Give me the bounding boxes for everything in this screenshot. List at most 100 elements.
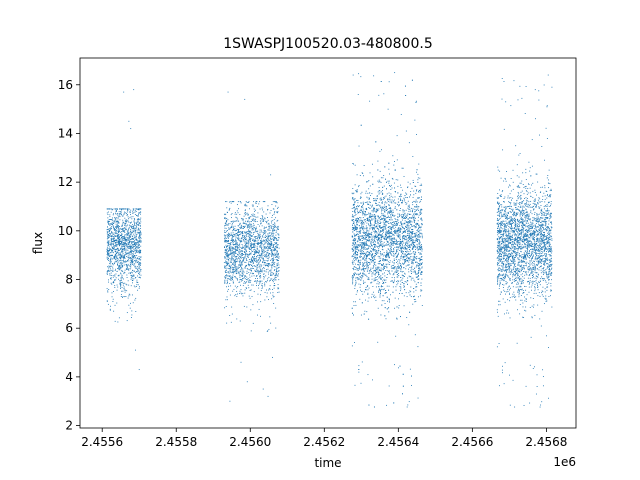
data-point [136,208,138,210]
data-point [390,216,392,218]
data-point [258,252,260,254]
data-point [114,274,116,276]
data-point [231,258,233,260]
data-point [253,246,255,248]
data-point [409,290,411,292]
data-point [248,241,250,243]
data-point [360,193,362,195]
data-point [134,248,136,249]
data-point [238,254,240,256]
data-point [372,228,374,229]
data-point [412,241,414,243]
data-point [121,214,123,216]
data-point [383,241,385,243]
data-point [249,274,251,276]
data-point [114,255,116,257]
data-point [240,228,242,229]
data-point [225,237,227,239]
data-point [403,223,405,225]
data-point [133,243,135,245]
data-point [389,241,391,243]
data-point [377,255,379,257]
data-point [233,234,235,236]
data-point [399,247,401,249]
data-point [386,267,388,269]
data-point [242,275,244,277]
data-point [248,239,250,241]
data-point [119,244,121,246]
data-point [227,253,229,255]
data-point [122,243,124,245]
data-point [132,208,134,210]
data-point [114,219,116,221]
data-point [397,223,398,225]
data-point [107,266,108,268]
data-point [234,276,236,278]
data-point [261,285,263,287]
data-point [245,238,247,240]
data-point [241,267,243,269]
data-point [121,255,123,257]
data-point [390,266,392,268]
data-point [248,259,250,260]
data-point [226,217,228,219]
data-point [407,227,409,229]
data-point [352,227,354,228]
data-point [257,236,259,238]
data-point [257,259,259,261]
data-point [133,263,135,265]
data-point [127,254,129,256]
data-point [225,244,227,246]
data-point [115,218,117,219]
data-point [393,263,395,265]
data-point [242,245,244,247]
data-point [383,246,385,247]
data-point [121,265,123,267]
data-point [119,226,121,227]
data-point [233,252,235,253]
data-point [232,241,234,243]
data-point [126,253,128,255]
data-point [106,272,108,274]
data-point [231,217,232,219]
data-point [231,249,233,251]
data-point [230,250,232,251]
data-point [243,305,245,307]
data-point [229,246,231,248]
data-point [384,211,386,212]
data-point [255,266,257,268]
data-point [248,261,250,263]
data-point [223,213,225,215]
data-point [227,236,229,238]
data-point [247,226,249,228]
data-point [115,251,116,253]
data-point [389,197,391,199]
data-point [398,305,400,306]
data-point [356,228,358,230]
data-point [262,270,264,272]
data-point [228,272,230,274]
data-point [118,213,120,214]
data-point [256,263,258,265]
data-point [227,240,229,242]
data-point [136,214,137,216]
data-point [249,222,251,224]
data-point [258,272,260,274]
data-point [382,202,383,204]
data-point [379,252,381,254]
data-point [238,271,240,273]
data-point [360,314,362,316]
data-point [373,241,374,243]
data-point [278,254,279,256]
data-point [119,208,120,210]
data-point [136,219,138,221]
data-point [259,270,261,272]
data-point [260,301,262,303]
data-point [257,233,259,235]
data-point [237,218,239,220]
data-point [111,296,113,298]
data-point [398,252,399,254]
data-point [122,223,124,225]
data-point [116,226,118,228]
data-point [259,229,261,231]
